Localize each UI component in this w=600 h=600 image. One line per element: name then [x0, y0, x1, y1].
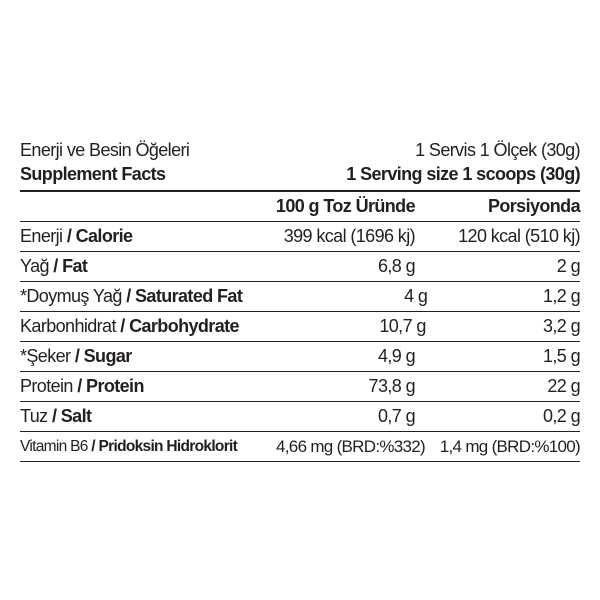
name-separator: /: [47, 406, 61, 426]
nutrient-name: Yağ / Fat: [20, 256, 215, 277]
nutrient-name-en: Carbohydrate: [129, 316, 239, 336]
name-separator: /: [62, 226, 76, 246]
nutrient-name-tr: Karbonhidrat: [20, 316, 116, 336]
table-row: Yağ / Fat 6,8 g 2 g: [20, 252, 581, 282]
name-separator: /: [48, 256, 63, 276]
name-separator: /: [121, 286, 135, 306]
nutrient-name-en: Salt: [60, 406, 92, 426]
value-serving: 3,2 g: [542, 316, 581, 336]
nutrient-name-tr: Enerji: [20, 226, 63, 246]
value-serving: 22 g: [547, 376, 580, 396]
nutrient-name: *Doymuş Yağ / Saturated Fat: [20, 286, 243, 307]
title-tr: Enerji ve Besin Öğeleri: [20, 140, 190, 160]
value-per100: 4,9 g: [377, 346, 416, 366]
nutrient-name-tr: Yağ: [20, 256, 50, 276]
value-serving: 1,5 g: [542, 346, 581, 366]
nutrient-name-en: Pridoksin Hidroklorit: [98, 437, 238, 455]
value-serving: 0,2 g: [542, 406, 581, 426]
value-serving: 1,4 mg (BRD:%100): [439, 436, 581, 456]
nutrient-name-tr: Protein: [20, 376, 73, 396]
table-row: Protein / Protein 73,8 g 22 g: [20, 372, 581, 402]
nutrient-name-en: Fat: [62, 256, 88, 276]
value-per100: 10,7 g: [379, 316, 426, 336]
table-row: *Doymuş Yağ / Saturated Fat 4 g 1,2 g: [20, 282, 581, 312]
nutrient-name-en: Sugar: [83, 346, 133, 366]
value-per100: 4 g: [404, 286, 428, 306]
nutrient-name-en: Protein: [86, 376, 144, 396]
name-separator: /: [87, 437, 99, 455]
nutrient-name: *Şeker / Sugar: [20, 346, 215, 367]
table-row: Enerji / Calorie 399 kcal (1696 kj) 120 kc…: [20, 222, 581, 252]
supplement-facts-table: Enerji ve Besin Öğeleri 1 Servis 1 Ölçek…: [20, 138, 581, 462]
name-separator: /: [72, 376, 87, 396]
nutrient-name: Vitamin B6 / Pridoksin Hidroklorit: [20, 437, 238, 456]
value-per100: 399 kcal (1696 kj): [283, 226, 416, 246]
nutrient-name-tr: *Doymuş Yağ: [20, 286, 122, 306]
table-row: Tuz / Salt 0,7 g 0,2 g: [20, 402, 581, 432]
column-headers: 100 g Toz Üründe Porsiyonda: [20, 192, 581, 222]
nutrient-name-tr: Vitamin B6: [20, 437, 88, 455]
header-tr: Enerji ve Besin Öğeleri 1 Servis 1 Ölçek…: [20, 138, 581, 162]
value-per100: 6,8 g: [377, 256, 416, 276]
header-en: Supplement Facts 1 Serving size 1 scoops…: [20, 162, 581, 192]
nutrient-name: Karbonhidrat / Carbohydrate: [20, 316, 240, 337]
title-en: Supplement Facts: [20, 164, 166, 184]
nutrient-name-en: Saturated Fat: [135, 286, 243, 306]
value-serving: 2 g: [556, 256, 581, 276]
name-separator: /: [115, 316, 130, 336]
nutrient-name: Protein / Protein: [20, 376, 215, 397]
value-per100: 0,7 g: [377, 406, 416, 426]
nutrient-name-tr: *Şeker: [20, 346, 71, 366]
value-per100: 73,8 g: [368, 376, 416, 396]
table-row: Vitamin B6 / Pridoksin Hidroklorit 4,66 m…: [20, 432, 581, 462]
nutrient-name: Tuz / Salt: [20, 406, 215, 427]
table-row: Karbonhidrat / Carbohydrate 10,7 g 3,2 g: [20, 312, 581, 342]
name-separator: /: [70, 346, 84, 366]
value-per100: 4,66 mg (BRD:%332): [276, 436, 426, 456]
serving-tr: 1 Servis 1 Ölçek (30g): [415, 140, 580, 160]
nutrient-name: Enerji / Calorie: [20, 226, 215, 247]
value-serving: 120 kcal (510 kj): [458, 226, 580, 246]
value-serving: 1,2 g: [542, 286, 581, 306]
nutrient-name-tr: Tuz: [20, 406, 48, 426]
nutrient-name-en: Calorie: [75, 226, 133, 246]
column-header-serving: Porsiyonda: [487, 196, 581, 216]
serving-en: 1 Serving size 1 scoops (30g): [346, 164, 580, 184]
column-header-per100: 100 g Toz Üründe: [275, 196, 416, 216]
table-row: *Şeker / Sugar 4,9 g 1,5 g: [20, 342, 581, 372]
